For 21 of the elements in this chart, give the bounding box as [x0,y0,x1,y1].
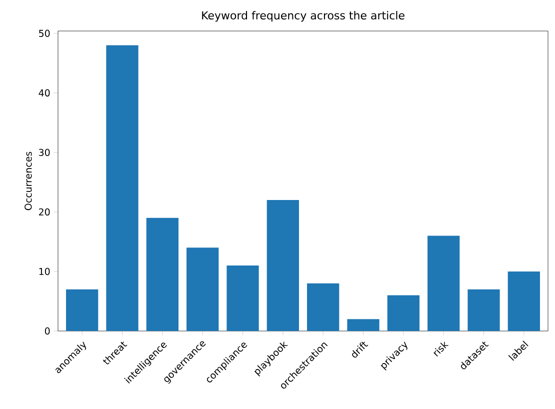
bar [106,45,138,331]
bar [468,289,500,331]
bar [428,236,460,331]
bar [266,200,299,331]
bar [146,218,178,331]
bar [66,289,98,331]
y-tick-label: 30 [39,148,50,156]
bar [226,266,259,331]
bar [387,295,420,331]
y-tick-label: 20 [38,208,50,216]
y-tick-label: 10 [39,268,50,276]
chart-title: Keyword frequency across the article [202,11,404,22]
bar [508,271,540,331]
bar [307,283,340,331]
y-tick-label: 40 [38,89,50,96]
y-tick-label: 0 [44,327,50,335]
y-axis-title: Occurrences [24,152,32,210]
bar [186,248,219,331]
bar [347,319,380,331]
y-tick-label: 50 [39,30,50,37]
x-tick-label: risk [434,342,449,357]
